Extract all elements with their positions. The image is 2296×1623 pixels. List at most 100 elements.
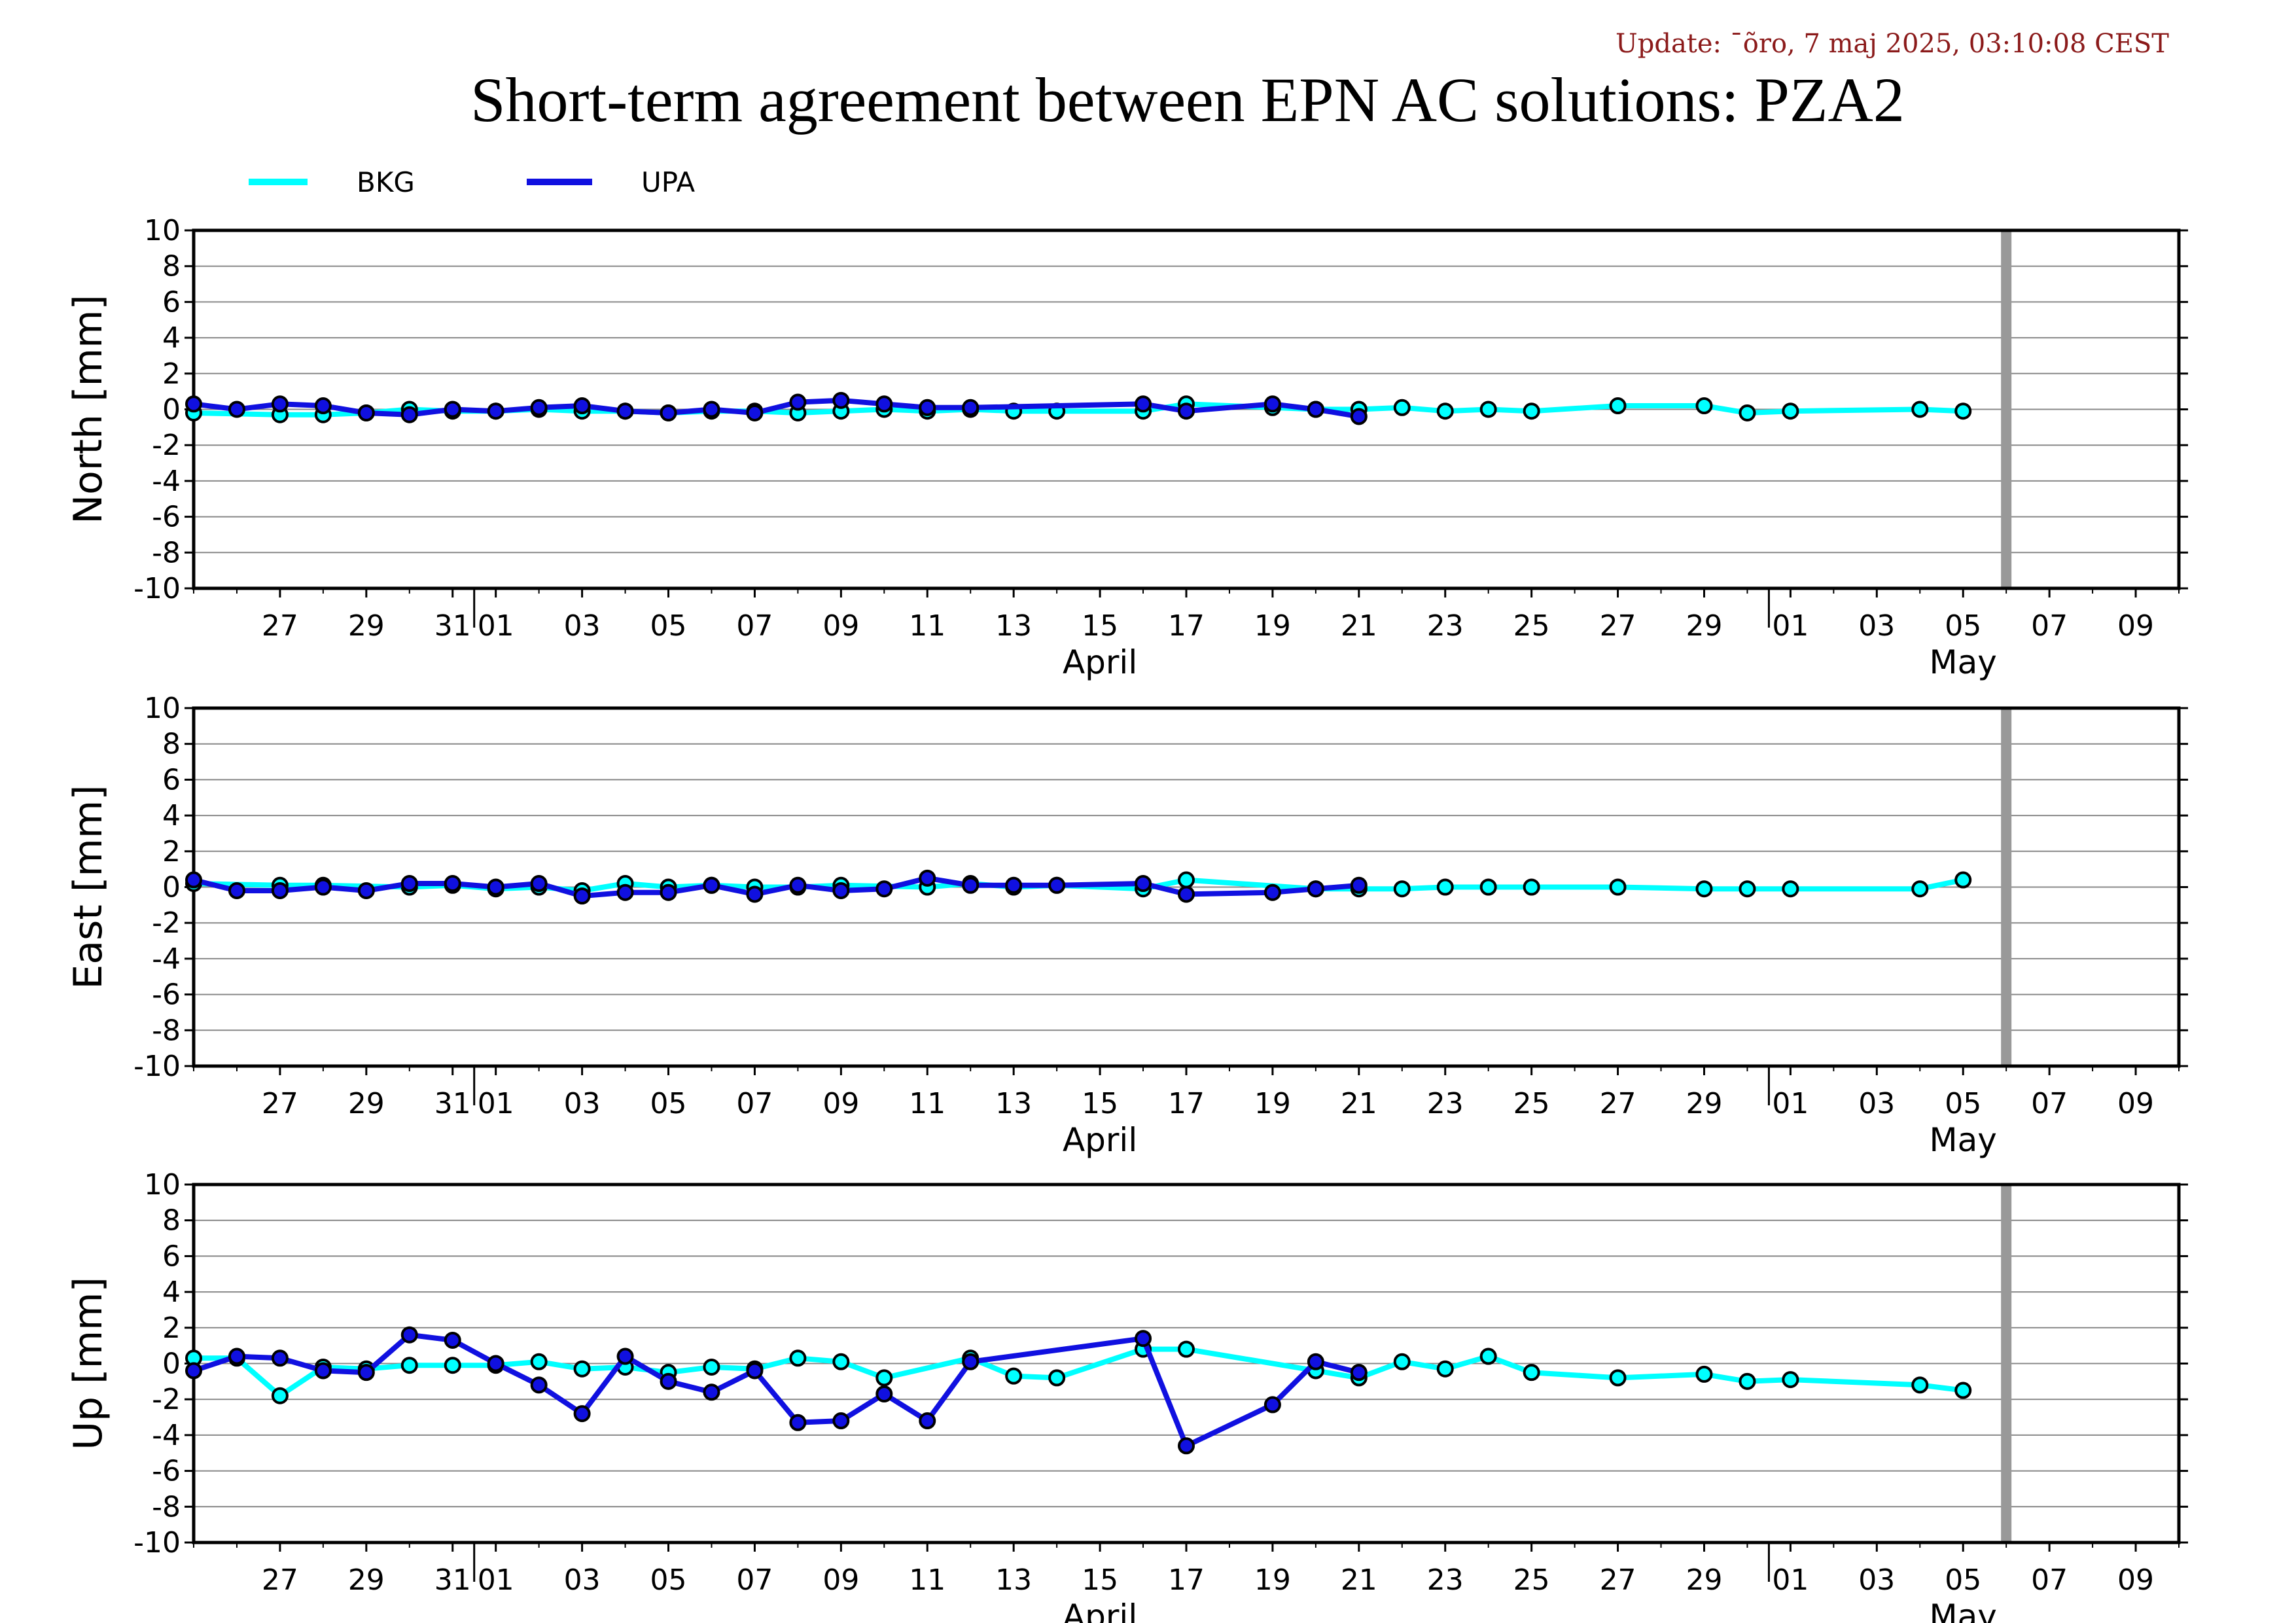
data-point-bkg bbox=[573, 1360, 591, 1378]
data-point-bkg bbox=[1609, 878, 1627, 896]
data-point-upa bbox=[789, 393, 807, 411]
x-tick-label: 27 bbox=[1600, 609, 1636, 643]
data-point-upa bbox=[1178, 1437, 1195, 1455]
x-tick-label: 21 bbox=[1341, 1087, 1377, 1120]
y-tick-label: -8 bbox=[152, 1490, 181, 1524]
data-point-bkg bbox=[1436, 402, 1454, 420]
x-tick-label: 03 bbox=[564, 609, 601, 643]
x-tick-label: 31 bbox=[434, 1563, 471, 1597]
x-tick-label: 03 bbox=[1858, 609, 1895, 643]
data-point-bkg bbox=[1436, 878, 1454, 896]
data-point-upa bbox=[487, 402, 504, 420]
y-axis-label: East [mm] bbox=[65, 785, 111, 989]
data-point-upa bbox=[357, 404, 375, 421]
x-tick-label: 13 bbox=[995, 1563, 1032, 1597]
x-tick-label: 29 bbox=[1686, 1563, 1722, 1597]
y-tick-label: -2 bbox=[152, 429, 181, 462]
data-point-upa bbox=[962, 876, 980, 894]
data-point-upa bbox=[962, 1353, 980, 1370]
y-tick-label: -10 bbox=[133, 1526, 181, 1560]
data-point-upa bbox=[271, 1349, 289, 1367]
y-tick-label: -2 bbox=[152, 1383, 181, 1416]
data-point-upa bbox=[962, 399, 980, 416]
x-tick-label: 03 bbox=[1858, 1563, 1895, 1597]
x-tick-label: 29 bbox=[348, 1087, 385, 1120]
data-point-bkg bbox=[703, 1358, 720, 1376]
x-tick-label: 11 bbox=[909, 1087, 945, 1120]
x-tick-label: 09 bbox=[2117, 1563, 2154, 1597]
x-tick-label: 27 bbox=[1600, 1563, 1636, 1597]
data-point-upa bbox=[357, 882, 375, 899]
month-label: April bbox=[1063, 643, 1137, 681]
data-point-upa bbox=[1135, 875, 1152, 893]
data-point-bkg bbox=[1782, 1371, 1799, 1389]
y-tick-label: 8 bbox=[162, 250, 181, 283]
data-point-bkg bbox=[1739, 404, 1756, 421]
x-tick-label: 23 bbox=[1427, 1087, 1464, 1120]
data-point-upa bbox=[530, 1376, 548, 1394]
x-tick-label: 09 bbox=[822, 1563, 859, 1597]
data-point-bkg bbox=[1436, 1360, 1454, 1378]
data-point-upa bbox=[1350, 408, 1368, 425]
x-tick-label: 31 bbox=[434, 1087, 471, 1120]
data-point-bkg bbox=[1178, 871, 1195, 889]
x-tick-label: 21 bbox=[1341, 1563, 1377, 1597]
data-point-upa bbox=[746, 404, 764, 421]
data-point-upa bbox=[573, 397, 591, 415]
y-axis-label: Up [mm] bbox=[65, 1277, 111, 1450]
data-point-upa bbox=[1307, 1353, 1324, 1370]
y-tick-label: -4 bbox=[152, 465, 181, 498]
data-point-bkg bbox=[444, 1357, 461, 1374]
month-label: April bbox=[1063, 1597, 1137, 1623]
x-tick-label: 01 bbox=[1772, 609, 1809, 643]
data-point-upa bbox=[703, 1383, 720, 1401]
data-point-bkg bbox=[400, 1357, 418, 1374]
y-tick-label: 8 bbox=[162, 728, 181, 761]
data-point-bkg bbox=[1739, 1372, 1756, 1390]
data-point-upa bbox=[1350, 876, 1368, 894]
x-tick-label: 19 bbox=[1254, 609, 1291, 643]
data-point-bkg bbox=[1911, 880, 1929, 898]
month-label: May bbox=[1930, 643, 1997, 681]
data-point-upa bbox=[400, 406, 418, 423]
legend-item-bkg: BKG bbox=[249, 166, 415, 198]
data-point-upa bbox=[1135, 395, 1152, 413]
data-point-upa bbox=[1178, 885, 1195, 903]
data-point-bkg bbox=[1609, 1369, 1627, 1387]
y-tick-label: 8 bbox=[162, 1204, 181, 1238]
y-tick-label: 2 bbox=[162, 1311, 181, 1345]
y-tick-label: 6 bbox=[162, 763, 181, 796]
x-tick-label: 07 bbox=[736, 1563, 773, 1597]
data-point-bkg bbox=[832, 1353, 850, 1370]
y-tick-label: 2 bbox=[162, 835, 181, 868]
data-point-upa bbox=[228, 401, 245, 418]
y-tick-label: -6 bbox=[152, 1455, 181, 1488]
x-tick-label: 29 bbox=[348, 1563, 385, 1597]
x-tick-label: 07 bbox=[2031, 1087, 2068, 1120]
data-point-bkg bbox=[1479, 878, 1497, 896]
data-point-bkg bbox=[1782, 880, 1799, 898]
x-tick-label: 11 bbox=[909, 609, 945, 643]
data-point-upa bbox=[1263, 1396, 1281, 1414]
x-tick-label: 13 bbox=[995, 609, 1032, 643]
x-tick-label: 05 bbox=[1945, 1087, 1981, 1120]
x-tick-label: 01 bbox=[478, 1563, 514, 1597]
x-tick-label: 25 bbox=[1513, 1087, 1550, 1120]
data-point-upa bbox=[1263, 883, 1281, 901]
data-point-upa bbox=[530, 875, 548, 893]
data-point-upa bbox=[314, 1362, 332, 1380]
month-label: May bbox=[1930, 1121, 1997, 1159]
y-axis-label: North [mm] bbox=[65, 294, 111, 524]
x-tick-label: 09 bbox=[2117, 609, 2154, 643]
data-point-upa bbox=[875, 880, 893, 898]
data-point-upa bbox=[919, 869, 936, 887]
x-tick-label: 25 bbox=[1513, 609, 1550, 643]
data-point-bkg bbox=[1739, 880, 1756, 898]
data-point-upa bbox=[1178, 402, 1195, 420]
data-point-upa bbox=[616, 1347, 634, 1365]
data-point-bkg bbox=[1695, 1365, 1713, 1383]
data-point-bkg bbox=[1393, 1353, 1411, 1370]
update-timestamp: Update: ¯õro, 7 maj 2025, 03:10:08 CEST bbox=[1616, 29, 2169, 59]
y-tick-label: -6 bbox=[152, 978, 181, 1012]
